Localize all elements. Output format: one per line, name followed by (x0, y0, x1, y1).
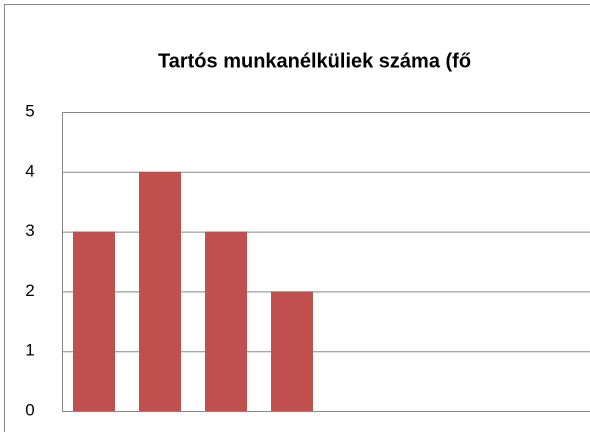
y-tick-label: 3 (25, 221, 34, 240)
bar (139, 171, 181, 411)
y-tick-label: 2 (25, 281, 34, 300)
y-tick-label: 0 (25, 400, 34, 419)
bar (271, 291, 313, 411)
y-tick-label: 1 (25, 341, 34, 360)
chart-title: Tartós munkanélküliek száma (fő (158, 50, 471, 72)
bar (205, 231, 247, 411)
bar (73, 231, 115, 411)
y-tick-label: 4 (25, 161, 34, 180)
y-tick-label: 5 (25, 101, 34, 120)
